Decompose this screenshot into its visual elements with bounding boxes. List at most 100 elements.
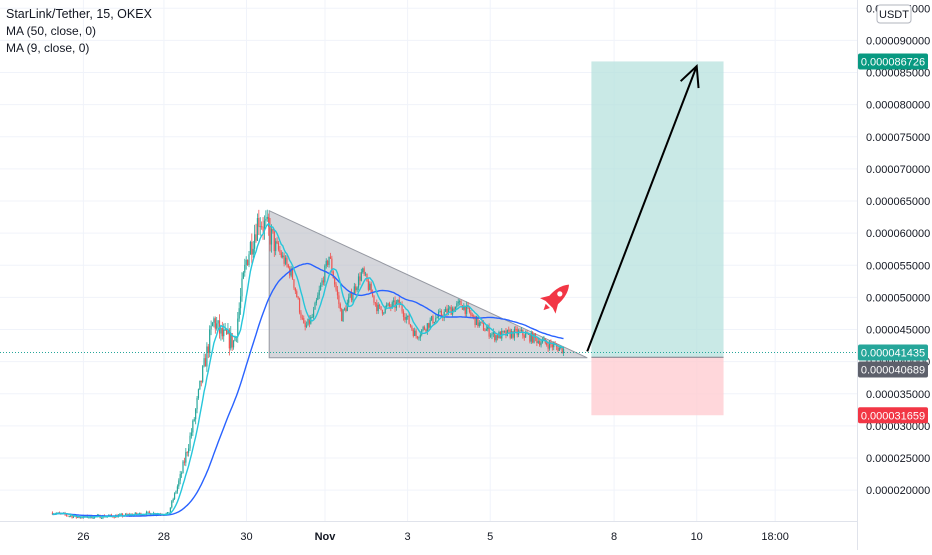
candle	[380, 306, 382, 311]
candle	[489, 333, 492, 338]
candle	[362, 267, 364, 274]
ma9-legend[interactable]: MA (9, close, 0)	[6, 41, 90, 55]
candle	[286, 255, 288, 268]
candle	[367, 277, 369, 292]
candle	[258, 209, 260, 235]
candle	[172, 497, 174, 503]
candle	[197, 388, 200, 400]
candle	[214, 316, 216, 334]
triangle-shape[interactable]	[268, 209, 588, 359]
candle	[336, 285, 339, 300]
candle	[171, 500, 173, 509]
svg-text:0.000086726: 0.000086726	[861, 56, 925, 68]
candle	[364, 271, 367, 277]
candle	[190, 428, 193, 439]
candle	[341, 307, 343, 322]
candle	[67, 515, 69, 517]
candle	[508, 326, 510, 333]
candle	[349, 292, 351, 299]
candle	[536, 336, 538, 347]
candle	[255, 223, 257, 243]
candle	[408, 312, 410, 325]
candle	[324, 264, 326, 286]
candle	[383, 311, 385, 316]
candle	[242, 271, 244, 280]
candle	[356, 286, 358, 293]
price-tick-label: 0.000045000	[866, 325, 930, 337]
symbol-title[interactable]: StarLink/Tether, 15, OKEX	[6, 7, 152, 21]
candle	[182, 460, 184, 474]
candle	[492, 328, 494, 338]
candle	[371, 289, 374, 298]
current-price-tag: 0.000041435	[858, 344, 928, 361]
price-tick-label: 0.000090000	[866, 35, 930, 47]
profit-zone[interactable]	[591, 61, 724, 358]
candle	[175, 490, 177, 495]
candle	[314, 301, 316, 310]
candle	[68, 515, 70, 518]
candle	[466, 301, 468, 318]
candle	[245, 256, 247, 270]
time-tick-label: 10	[691, 531, 703, 543]
candle	[185, 448, 187, 467]
candle	[471, 312, 473, 318]
candle	[460, 299, 462, 306]
candle	[196, 396, 198, 414]
candle	[369, 281, 371, 291]
candle	[463, 303, 465, 311]
arrow-shaft[interactable]	[586, 65, 698, 352]
candle	[432, 314, 434, 325]
candle	[239, 288, 242, 315]
candle	[532, 331, 534, 344]
candle	[221, 321, 223, 340]
candle	[457, 298, 459, 307]
candle	[290, 265, 292, 278]
loss-zone[interactable]	[591, 357, 724, 416]
long-position-tool[interactable]	[591, 61, 724, 416]
triangle-pattern[interactable]	[268, 209, 588, 359]
candle	[480, 321, 482, 326]
ma9-line	[52, 222, 564, 518]
candle	[496, 333, 499, 341]
candle	[404, 313, 406, 323]
candle	[328, 256, 330, 268]
arrow-head[interactable]	[679, 63, 700, 89]
candle	[343, 307, 346, 311]
candle	[270, 224, 273, 253]
candle	[422, 325, 424, 332]
candle	[313, 306, 315, 320]
candle	[210, 320, 212, 336]
candle	[350, 288, 353, 303]
projection-arrow[interactable]	[586, 63, 700, 352]
candle	[192, 419, 194, 437]
svg-text:0.000040689: 0.000040689	[861, 364, 925, 376]
currency-button[interactable]: USDT	[876, 4, 912, 24]
price-tick-label: 0.000085000	[866, 68, 930, 80]
candle	[195, 407, 197, 425]
candle	[394, 296, 396, 312]
ma50-legend[interactable]: MA (50, close, 0)	[6, 24, 97, 38]
candle	[178, 478, 180, 490]
price-tick-label: 0.000030000	[866, 421, 930, 433]
candle	[277, 240, 280, 252]
candle	[416, 335, 419, 340]
candle	[193, 417, 195, 422]
time-tick-label: 18:00	[761, 531, 789, 543]
candle	[393, 297, 395, 307]
candle	[311, 313, 313, 318]
candle	[378, 303, 381, 310]
candle	[376, 299, 378, 315]
candle	[262, 217, 264, 240]
candle	[435, 314, 437, 323]
candle	[217, 320, 219, 329]
candle	[179, 470, 181, 485]
candle	[543, 335, 545, 340]
price-tick-label: 0.000065000	[866, 196, 930, 208]
candle	[147, 511, 149, 513]
candle	[252, 240, 254, 258]
time-axis[interactable]: 26 28 30 Nov 3 5 8 10 18:00	[77, 531, 789, 543]
candle	[296, 289, 298, 298]
candle	[206, 342, 208, 372]
